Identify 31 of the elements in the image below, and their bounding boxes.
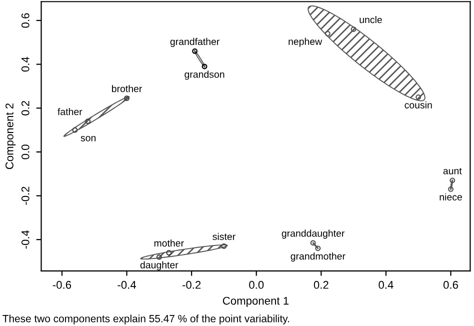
x-tick-label: -0.6 xyxy=(52,280,72,289)
annotation: mother xyxy=(154,239,184,247)
y-axis-title: Component 2 xyxy=(6,103,16,170)
y-tick-label: 0.4 xyxy=(21,56,30,72)
y-tick-label: 0.0 xyxy=(21,144,30,160)
annotation: father xyxy=(58,108,82,116)
annotation: sister xyxy=(212,232,236,240)
x-axis-title: Component 1 xyxy=(222,296,289,307)
y-tick-label: -0.4 xyxy=(21,230,30,249)
annotation: cousin xyxy=(404,101,432,108)
text: These two components explain 55.47 % of the point variability. xyxy=(2,314,290,324)
annotation: aunt xyxy=(443,168,462,174)
x-tick-label: 0.2 xyxy=(314,280,328,289)
y-tick-label: 0.6 xyxy=(21,13,30,28)
annotation: uncle xyxy=(360,16,382,24)
x-tick-label: -0.4 xyxy=(118,280,136,289)
x-tick-label: -0.2 xyxy=(182,280,201,289)
annotation: son xyxy=(80,136,96,142)
annotation: daughter xyxy=(140,261,178,270)
annotation: brother xyxy=(112,85,142,92)
y-tick-label: 0.2 xyxy=(21,100,30,116)
annotation: nephew xyxy=(288,38,322,47)
x-tick-label: 0.0 xyxy=(249,280,264,289)
y-tick-label: -0.2 xyxy=(21,186,30,205)
annotation: granddaughter xyxy=(282,230,345,239)
annotation: grandfather xyxy=(170,38,220,47)
annotation: grandson xyxy=(184,70,224,80)
annotation: niece xyxy=(440,193,462,200)
x-tick-label: 0.6 xyxy=(443,280,458,289)
annotation: grandmother xyxy=(290,252,346,262)
x-tick-label: 0.4 xyxy=(378,280,394,289)
